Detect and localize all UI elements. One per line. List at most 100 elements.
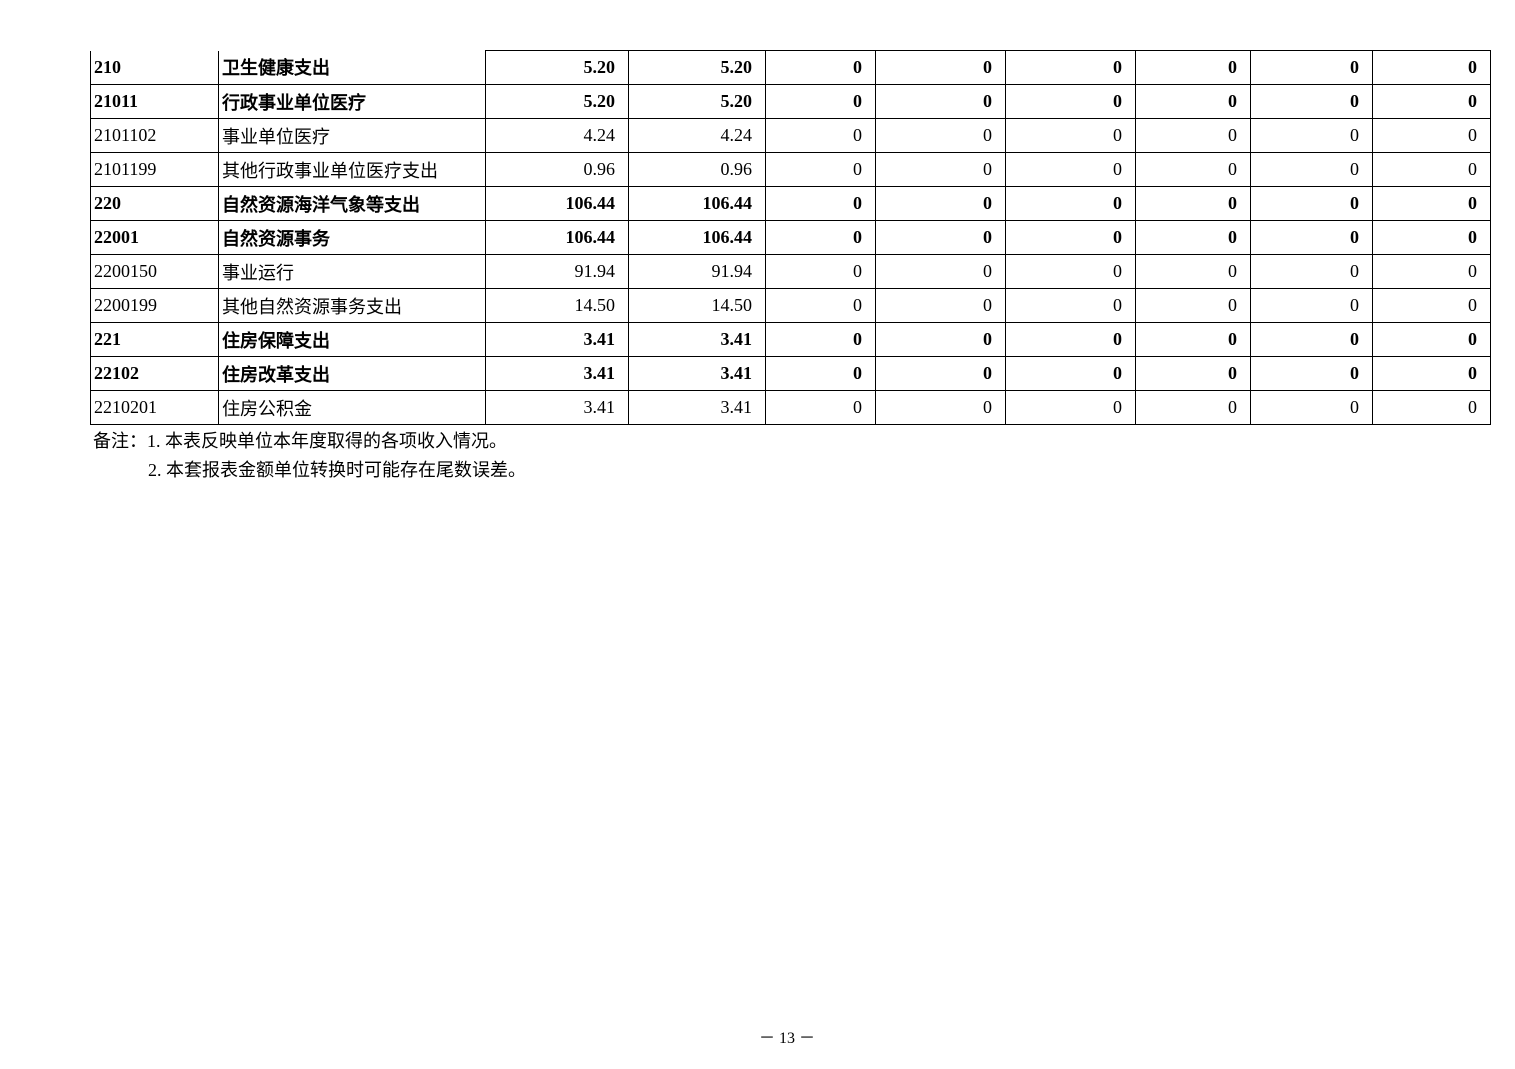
amount-cell: 0: [1135, 322, 1251, 357]
amount-cell: 0: [1250, 152, 1373, 187]
amount-cell: 0: [1135, 50, 1251, 85]
code-cell: 2210201: [90, 390, 219, 425]
name-cell: 其他行政事业单位医疗支出: [218, 152, 486, 187]
amount-cell: 0: [1250, 390, 1373, 425]
amount-cell: 3.41: [628, 322, 766, 357]
amount-cell: 0: [1372, 152, 1491, 187]
amount-cell: 106.44: [628, 186, 766, 221]
code-cell: 22001: [90, 220, 219, 255]
amount-cell: 0: [1005, 118, 1136, 153]
amount-cell: 106.44: [485, 220, 629, 255]
amount-cell: 0: [875, 220, 1006, 255]
amount-cell: 0: [1372, 118, 1491, 153]
code-cell: 220: [90, 186, 219, 221]
table-row: 210 卫生健康支出 5.20 5.20 0 0 0 0 0 0: [90, 50, 1491, 85]
name-cell: 住房改革支出: [218, 356, 486, 391]
amount-cell: 3.41: [628, 390, 766, 425]
amount-cell: 0: [875, 50, 1006, 85]
name-cell: 住房公积金: [218, 390, 486, 425]
amount-cell: 0: [1005, 220, 1136, 255]
footnote-text-2: 2. 本套报表金额单位转换时可能存在尾数误差。: [148, 460, 526, 480]
amount-cell: 0: [1250, 186, 1373, 221]
code-cell: 210: [90, 50, 219, 85]
amount-cell: 5.20: [485, 50, 629, 85]
amount-cell: 0: [1372, 356, 1491, 391]
amount-cell: 0: [1372, 254, 1491, 289]
amount-cell: 0: [1005, 152, 1136, 187]
table-row: 220 自然资源海洋气象等支出 106.44 106.44 0 0 0 0 0 0: [90, 186, 1491, 221]
amount-cell: 0: [875, 186, 1006, 221]
amount-cell: 0: [1005, 322, 1136, 357]
amount-cell: 0: [875, 322, 1006, 357]
name-cell: 事业单位医疗: [218, 118, 486, 153]
amount-cell: 0: [765, 186, 876, 221]
amount-cell: 91.94: [628, 254, 766, 289]
table-row: 221 住房保障支出 3.41 3.41 0 0 0 0 0 0: [90, 322, 1491, 357]
amount-cell: 0: [1250, 356, 1373, 391]
name-cell: 住房保障支出: [218, 322, 486, 357]
amount-cell: 0: [1372, 84, 1491, 119]
amount-cell: 0: [1005, 288, 1136, 323]
footnotes: 备注： 1. 本表反映单位本年度取得的各项收入情况。 2. 本套报表金额单位转换…: [93, 427, 526, 485]
amount-cell: 0: [1250, 118, 1373, 153]
amount-cell: 0: [1135, 288, 1251, 323]
amount-cell: 0: [1135, 186, 1251, 221]
amount-cell: 91.94: [485, 254, 629, 289]
footnote-label: 备注：: [93, 431, 147, 451]
amount-cell: 0: [1250, 84, 1373, 119]
amount-cell: 0: [765, 152, 876, 187]
amount-cell: 4.24: [628, 118, 766, 153]
amount-cell: 0: [1372, 322, 1491, 357]
name-cell: 自然资源海洋气象等支出: [218, 186, 486, 221]
table-row: 22001 自然资源事务 106.44 106.44 0 0 0 0 0 0: [90, 220, 1491, 255]
amount-cell: 0: [875, 84, 1006, 119]
code-cell: 22102: [90, 356, 219, 391]
amount-cell: 106.44: [485, 186, 629, 221]
amount-cell: 106.44: [628, 220, 766, 255]
amount-cell: 0: [1005, 186, 1136, 221]
amount-cell: 0: [1250, 50, 1373, 85]
amount-cell: 0: [1372, 186, 1491, 221]
table-row: 2210201 住房公积金 3.41 3.41 0 0 0 0 0 0: [90, 390, 1491, 425]
name-cell: 行政事业单位医疗: [218, 84, 486, 119]
amount-cell: 0: [1005, 50, 1136, 85]
amount-cell: 5.20: [628, 84, 766, 119]
amount-cell: 0: [765, 254, 876, 289]
amount-cell: 4.24: [485, 118, 629, 153]
amount-cell: 0: [1250, 220, 1373, 255]
amount-cell: 0: [765, 390, 876, 425]
amount-cell: 0: [1372, 288, 1491, 323]
amount-cell: 0: [1250, 254, 1373, 289]
name-cell: 自然资源事务: [218, 220, 486, 255]
code-cell: 2200199: [90, 288, 219, 323]
page-number: － 13 －: [758, 1030, 816, 1047]
amount-cell: 0: [1135, 152, 1251, 187]
code-cell: 2101199: [90, 152, 219, 187]
amount-cell: 0: [765, 356, 876, 391]
amount-cell: 3.41: [485, 356, 629, 391]
amount-cell: 0: [1250, 322, 1373, 357]
code-cell: 2200150: [90, 254, 219, 289]
footnote-line-2: 2. 本套报表金额单位转换时可能存在尾数误差。: [93, 456, 526, 485]
amount-cell: 0: [1135, 84, 1251, 119]
table-row: 2200150 事业运行 91.94 91.94 0 0 0 0 0 0: [90, 254, 1491, 289]
amount-cell: 3.41: [485, 390, 629, 425]
amount-cell: 0: [765, 84, 876, 119]
amount-cell: 14.50: [628, 288, 766, 323]
table-row: 2101199 其他行政事业单位医疗支出 0.96 0.96 0 0 0 0 0 0: [90, 152, 1491, 187]
footnote-line-1: 备注： 1. 本表反映单位本年度取得的各项收入情况。: [93, 427, 526, 456]
code-cell: 2101102: [90, 118, 219, 153]
name-cell: 事业运行: [218, 254, 486, 289]
amount-cell: 0: [1372, 390, 1491, 425]
amount-cell: 0: [875, 118, 1006, 153]
amount-cell: 0: [875, 356, 1006, 391]
amount-cell: 0: [1135, 390, 1251, 425]
amount-cell: 0: [765, 220, 876, 255]
amount-cell: 3.41: [628, 356, 766, 391]
amount-cell: 0: [765, 118, 876, 153]
amount-cell: 0: [1005, 390, 1136, 425]
amount-cell: 0: [765, 322, 876, 357]
footnote-text-1: 1. 本表反映单位本年度取得的各项收入情况。: [147, 431, 507, 451]
amount-cell: 5.20: [485, 84, 629, 119]
amount-cell: 14.50: [485, 288, 629, 323]
